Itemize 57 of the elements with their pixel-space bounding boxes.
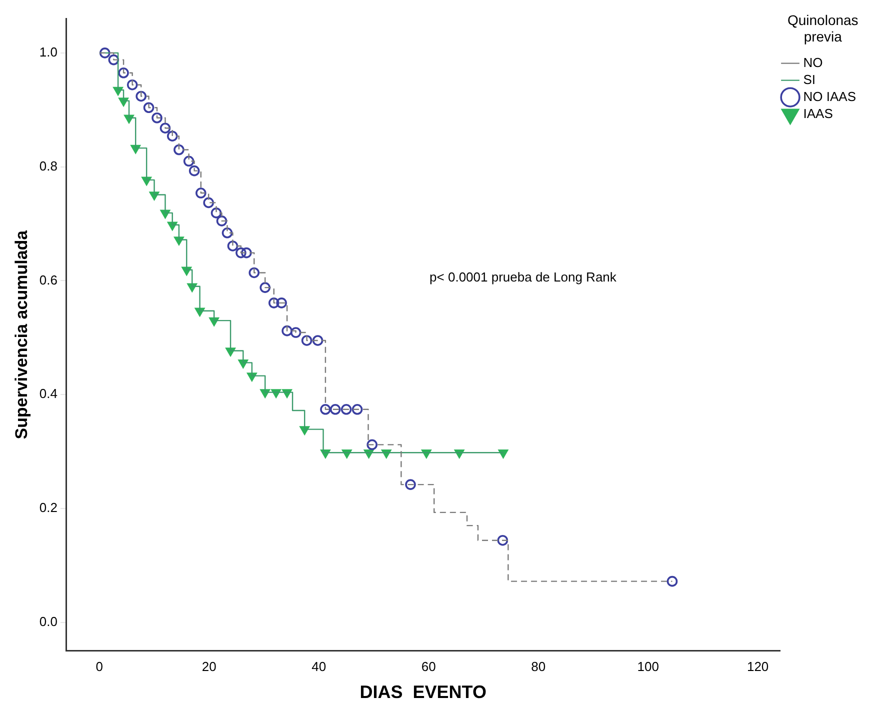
y-tick-label: 0.4 bbox=[39, 386, 58, 402]
y-tick-label: 0.6 bbox=[39, 272, 58, 288]
y-tick-label: 1.0 bbox=[39, 44, 58, 60]
x-axis-title: DIAS EVENTO bbox=[360, 682, 486, 702]
y-axis-title: Supervivencia acumulada bbox=[12, 230, 31, 440]
legend-label: IAAS bbox=[803, 106, 834, 121]
point bbox=[143, 102, 154, 114]
point bbox=[166, 130, 178, 142]
point bbox=[222, 227, 233, 238]
point bbox=[260, 282, 270, 293]
legend-title: Quinolonas previa bbox=[787, 12, 858, 45]
point bbox=[108, 54, 120, 66]
x-tick-label: 120 bbox=[746, 659, 769, 674]
point bbox=[210, 208, 222, 218]
point bbox=[136, 90, 146, 102]
point bbox=[330, 404, 341, 415]
y-tick-label: 0.8 bbox=[39, 158, 58, 174]
point bbox=[241, 247, 252, 258]
point bbox=[152, 112, 162, 124]
point bbox=[666, 576, 678, 587]
point bbox=[320, 404, 331, 415]
x-tick-label: 20 bbox=[202, 659, 216, 674]
point bbox=[203, 197, 214, 208]
x-tick-label: 100 bbox=[637, 659, 659, 674]
point bbox=[183, 156, 194, 167]
point bbox=[236, 247, 246, 258]
x-tick-label: 0 bbox=[96, 659, 104, 674]
point bbox=[196, 188, 206, 198]
point bbox=[282, 325, 292, 336]
point bbox=[160, 122, 171, 134]
point bbox=[290, 327, 302, 338]
point bbox=[301, 335, 312, 346]
point bbox=[216, 216, 228, 226]
y-tick-label: 0.0 bbox=[39, 614, 58, 629]
point bbox=[118, 67, 129, 78]
point bbox=[227, 240, 238, 252]
legend-label: NO bbox=[803, 54, 823, 70]
point bbox=[340, 404, 352, 415]
point bbox=[405, 479, 416, 490]
point bbox=[276, 298, 287, 308]
point bbox=[126, 79, 138, 90]
x-tick-label: 80 bbox=[531, 659, 546, 674]
point bbox=[366, 439, 378, 450]
point bbox=[268, 298, 280, 308]
legend-label: SI bbox=[803, 72, 816, 87]
point bbox=[352, 404, 363, 415]
point bbox=[188, 165, 200, 176]
annotation: p< 0.0001 prueba de Long Rank bbox=[430, 270, 617, 284]
point bbox=[497, 534, 508, 546]
x-tick-label: 60 bbox=[421, 659, 436, 674]
x-tick-label: 40 bbox=[312, 659, 326, 674]
point bbox=[99, 48, 110, 58]
point bbox=[248, 267, 260, 278]
y-tick-label: 0.2 bbox=[39, 500, 58, 516]
point bbox=[174, 144, 184, 156]
legend-label: NO IAAS bbox=[803, 88, 856, 104]
point bbox=[312, 335, 324, 346]
